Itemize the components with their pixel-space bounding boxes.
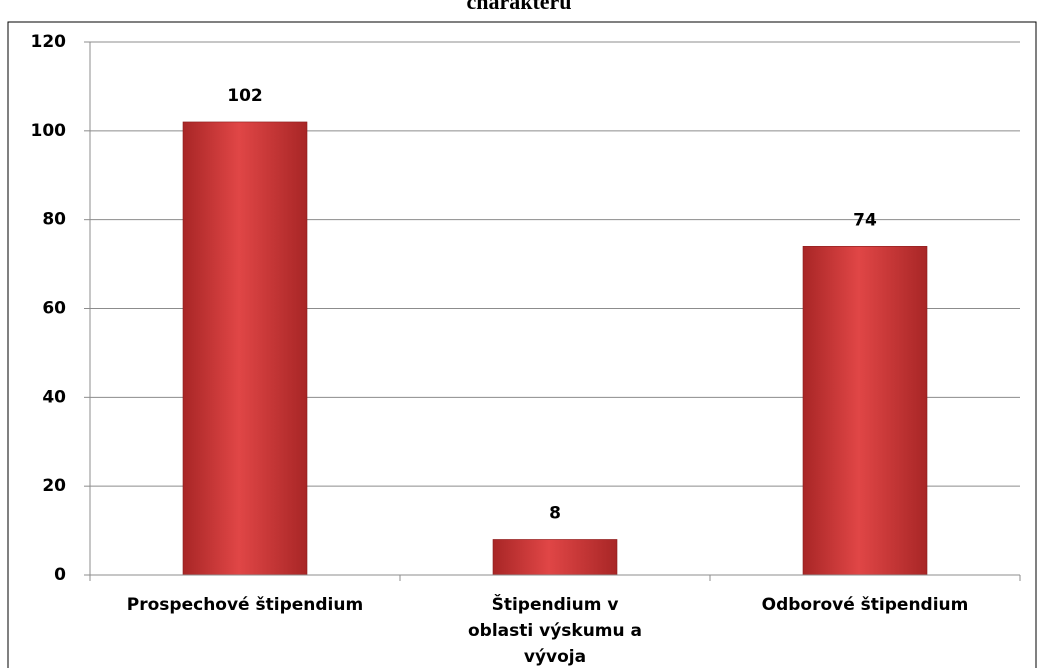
- bar: [492, 539, 618, 576]
- y-tick-label: 100: [31, 121, 67, 141]
- value-label: 8: [549, 503, 561, 523]
- y-tick-label: 60: [42, 299, 66, 319]
- chart-frame: [7, 21, 1037, 668]
- y-tick-label: 20: [42, 476, 66, 496]
- value-label: 102: [227, 86, 263, 106]
- x-tick-label: Odborové štipendium: [761, 595, 969, 615]
- bar: [802, 246, 928, 576]
- chart-title: charakteru: [466, 0, 571, 14]
- y-tick-label: 0: [54, 565, 66, 585]
- value-label: 74: [853, 210, 877, 230]
- x-tick-label: Prospechové štipendium: [126, 595, 364, 615]
- y-tick-label: 120: [31, 32, 67, 52]
- x-tick-label: Štipendium v oblasti výskumu a vývoja: [467, 595, 643, 667]
- y-tick-label: 40: [42, 387, 66, 407]
- bar: [182, 121, 308, 576]
- y-tick-label: 80: [42, 210, 66, 230]
